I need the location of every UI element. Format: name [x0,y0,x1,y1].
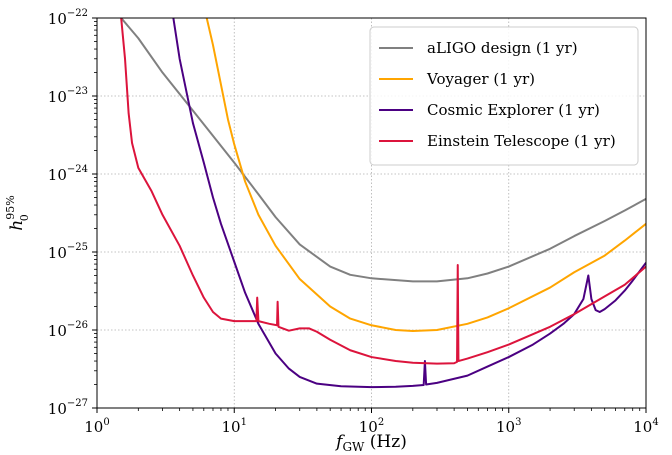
svg-text:h95%0: h95%0 [4,195,31,230]
y-axis-title: h95%0 [4,195,31,230]
x-axis-title-unit: (Hz) [364,432,406,452]
axis-ticks: 100 101 102 103 104 10−27 10−26 10−25 10−24 10−23… [48,8,659,436]
series-line-4 [120,18,646,365]
y-axis-title-main: h [7,220,27,231]
y-tick-label: 10−23 [48,86,88,106]
legend-label: Einstein Telescope (1 yr) [427,132,616,150]
y-axis-title-sub: 0 [18,214,31,221]
x-tick-label: 104 [633,417,658,436]
x-axis-title-sub: GW [342,440,365,454]
y-tick-label: 10−25 [48,242,88,262]
x-axis-title: fGW (Hz) [334,432,407,454]
x-tick-label: 100 [84,417,109,436]
legend-label: Cosmic Explorer (1 yr) [427,101,600,119]
x-tick-label: 101 [222,417,247,436]
legend: aLIGO design (1 yr) Voyager (1 yr) Cosmic … [369,26,639,166]
y-axis-title-sup: 95% [4,195,17,219]
x-tick-label: 103 [496,417,521,436]
legend-box [369,26,639,166]
x-tick-label: 102 [359,417,384,436]
legend-label: aLIGO design (1 yr) [427,39,578,57]
x-axis-title-main: f [334,432,345,452]
y-tick-label: 10−26 [48,320,88,340]
plot-frame [96,17,647,409]
series-line-2 [205,18,646,333]
series-group [120,18,646,389]
y-tick-label: 10−24 [48,164,88,184]
legend-label: Voyager (1 yr) [426,70,535,88]
series-line-3 [172,18,646,389]
y-tick-label: 10−27 [48,398,88,418]
y-tick-label: 10−22 [48,8,88,28]
series-line-1 [120,18,646,283]
